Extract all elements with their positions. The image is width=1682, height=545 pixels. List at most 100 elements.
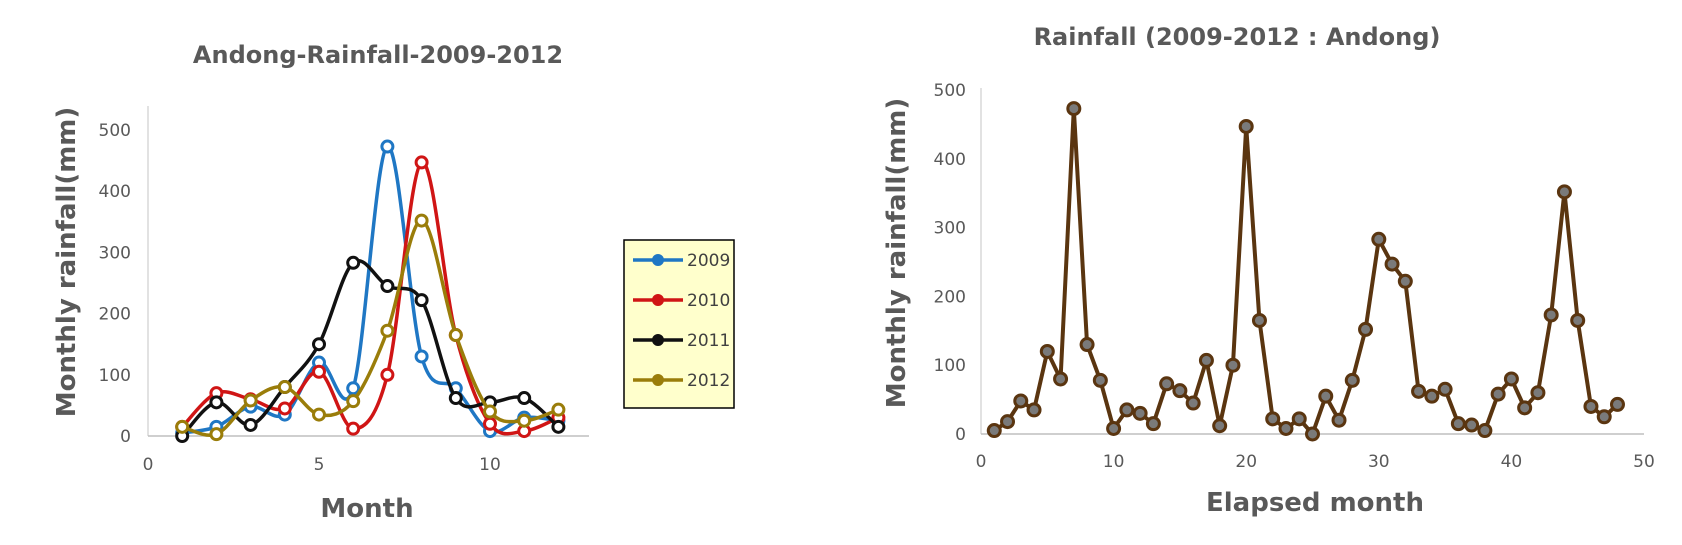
x-axis-title: Month [320, 494, 413, 524]
data-point [1212, 418, 1228, 434]
series-line [993, 106, 1619, 436]
data-point [380, 139, 395, 154]
data-point [1517, 400, 1533, 416]
data-point [1026, 402, 1042, 418]
data-point [1503, 371, 1519, 387]
data-point [1384, 256, 1400, 272]
data-point [551, 419, 566, 434]
series-2010 [175, 155, 566, 439]
data-point [1079, 337, 1095, 353]
x-tick-label: 0 [976, 452, 987, 472]
data-point [277, 380, 292, 395]
data-point [277, 401, 292, 416]
x-tick-label: 10 [479, 455, 501, 475]
data-point [1159, 376, 1175, 392]
data-point [243, 417, 258, 432]
data-point [1583, 398, 1599, 414]
data-point [1411, 383, 1427, 399]
legend-label: 2010 [687, 291, 730, 311]
series-1 [986, 101, 1625, 442]
data-point [1530, 385, 1546, 401]
x-tick-label: 20 [1235, 452, 1257, 472]
data-point [380, 367, 395, 382]
data-point [175, 419, 190, 434]
data-point [1013, 393, 1029, 409]
x-axis-title: Elapsed month [1206, 488, 1424, 518]
y-tick-label: 300 [934, 219, 966, 239]
data-point [414, 293, 429, 308]
data-point [1397, 273, 1413, 289]
y-tick-label: 300 [99, 243, 131, 263]
x-tick-label: 0 [143, 455, 154, 475]
data-point [483, 416, 497, 431]
data-point [414, 213, 429, 228]
legend-label: 2011 [687, 331, 730, 351]
x-tick-labels: 0 10 20 30 40 50 [976, 452, 1655, 472]
y-tick-label: 400 [934, 150, 966, 170]
series-2012 [175, 213, 566, 442]
series-line-2009 [181, 144, 559, 435]
y-tick-label: 0 [955, 425, 966, 445]
data-point [1570, 312, 1586, 328]
x-tick-label: 10 [1103, 452, 1125, 472]
data-point [1265, 411, 1281, 427]
legend-label: 2012 [687, 371, 730, 391]
x-tick-label: 5 [314, 455, 325, 475]
data-point [1145, 416, 1161, 432]
data-point [986, 423, 1002, 439]
y-tick-label: 200 [99, 305, 131, 325]
data-point [209, 395, 224, 410]
data-point [1198, 352, 1214, 368]
series-line-2010 [180, 160, 560, 436]
data-point [1424, 388, 1440, 404]
y-axis-title: Monthly rainfall(mm) [52, 107, 82, 418]
data-point [1119, 402, 1135, 418]
x-tick-label: 40 [1501, 452, 1523, 472]
legend: 2009 2010 2011 2012 [623, 239, 735, 409]
y-tick-label: 500 [99, 121, 131, 141]
data-point [1000, 414, 1016, 430]
data-point [448, 328, 463, 343]
data-point [1305, 426, 1320, 442]
data-point [1371, 231, 1387, 247]
y-tick-label: 100 [934, 356, 966, 376]
data-point [1053, 371, 1069, 387]
data-point [346, 381, 361, 396]
chart-elapsed-rainfall: Rainfall (2009-2012 : Andong) Monthly ra… [882, 23, 1655, 518]
data-point [1543, 307, 1559, 323]
legend-swatch-marker [652, 374, 664, 386]
data-point [414, 155, 429, 170]
x-tick-labels: 0 5 10 [143, 455, 501, 475]
data-point [380, 279, 395, 294]
data-point [1251, 312, 1267, 328]
legend-entries: 2009 2010 2011 2012 [633, 251, 730, 391]
x-tick-label: 30 [1368, 452, 1390, 472]
legend-swatch-marker [652, 254, 664, 266]
data-point [448, 391, 463, 406]
data-point [1278, 420, 1294, 436]
data-point [1092, 372, 1108, 388]
data-point [517, 413, 532, 428]
data-point [1318, 388, 1334, 404]
data-point [1039, 343, 1055, 359]
data-point [551, 402, 566, 417]
chart-title: Andong-Rainfall-2009-2012 [193, 41, 563, 69]
legend-swatch-marker [652, 294, 664, 306]
y-tick-labels: 0 100 200 300 400 500 [99, 121, 131, 447]
data-point [414, 349, 429, 364]
data-point [483, 404, 497, 419]
data-point [1238, 118, 1254, 134]
data-point [1066, 101, 1082, 117]
plot-area [986, 101, 1625, 442]
data-point [312, 337, 326, 352]
data-point [1172, 383, 1188, 399]
x-tick-label: 50 [1633, 452, 1655, 472]
data-point [1132, 405, 1148, 421]
legend-swatch-marker [652, 334, 664, 346]
legend-label: 2009 [687, 251, 730, 271]
data-point [312, 407, 326, 422]
data-point [1490, 386, 1506, 402]
y-tick-label: 0 [120, 427, 131, 447]
y-tick-label: 100 [99, 366, 131, 386]
